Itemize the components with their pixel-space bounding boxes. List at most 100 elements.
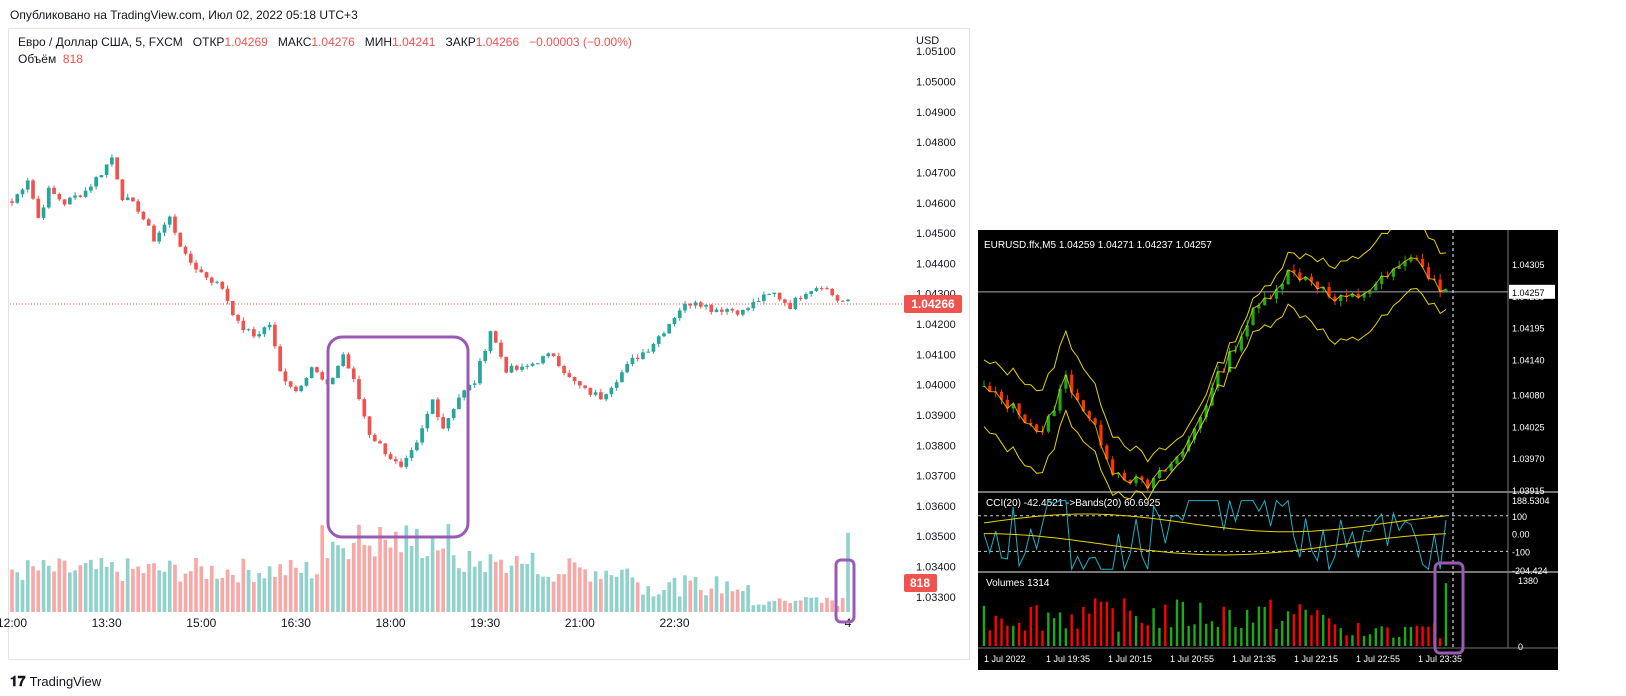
mt-candle-body[interactable] xyxy=(1397,266,1401,269)
mt-candle-body[interactable] xyxy=(1421,258,1425,268)
mt-candle-body[interactable] xyxy=(1333,296,1337,302)
mt-candle-body[interactable] xyxy=(1192,428,1197,440)
close-label: ЗАКР xyxy=(445,35,476,49)
mt-candle-body[interactable] xyxy=(1017,403,1021,415)
mt-candle-body[interactable] xyxy=(1344,295,1349,297)
mt-candle-body[interactable] xyxy=(1075,392,1080,401)
mt-candle-body[interactable] xyxy=(1134,476,1138,484)
mt-title: EURUSD.ffx,M5 1.04259 1.04271 1.04237 1.… xyxy=(984,240,1212,251)
mt-candle-body[interactable] xyxy=(1280,284,1284,290)
mt-candle-body[interactable] xyxy=(1426,267,1431,279)
mt-candle-body[interactable] xyxy=(1187,439,1191,452)
mt-candle-body[interactable] xyxy=(1081,400,1086,412)
mt-candle-body[interactable] xyxy=(1368,290,1372,294)
mt-candle-body[interactable] xyxy=(1292,269,1296,273)
mt-volume-tick-label: 0 xyxy=(1518,642,1523,652)
mt-cci-band-lower xyxy=(984,533,1447,556)
mt-candle-body[interactable] xyxy=(1140,476,1144,480)
mt-candle-body[interactable] xyxy=(1099,424,1103,446)
mt-candle-body[interactable] xyxy=(1181,451,1185,457)
mt-price-badge xyxy=(1509,284,1555,299)
mt-candle-body[interactable] xyxy=(1087,411,1091,419)
mt-candle-body[interactable] xyxy=(1356,293,1360,298)
mt-price-tick-label: 1.04080 xyxy=(1512,390,1545,400)
mt-candle-body[interactable] xyxy=(1157,470,1162,479)
mt-candle-body[interactable] xyxy=(1216,371,1220,388)
symbol-name[interactable]: Евро / Доллар США, 5, FXCM xyxy=(18,35,183,49)
mt-candle-body[interactable] xyxy=(1058,388,1062,411)
mt-time-tick-label: 1 Jul 22:15 xyxy=(1294,654,1338,664)
mt-candle-body[interactable] xyxy=(1035,424,1039,432)
mt-highlight-box-last-volume xyxy=(1433,561,1465,655)
mt-candle-body[interactable] xyxy=(1438,279,1442,292)
mt-time-tick-label: 1 Jul 2022 xyxy=(984,654,1026,664)
mt-candle-body[interactable] xyxy=(1210,387,1214,406)
high-label: МАКС xyxy=(277,35,312,49)
mt-candle-body[interactable] xyxy=(1444,289,1448,292)
mt-candle-body[interactable] xyxy=(1409,257,1413,262)
mt-time-tick-label: 1 Jul 23:35 xyxy=(1418,654,1462,664)
mt-candle-body[interactable] xyxy=(1286,269,1290,285)
mt-candle-body[interactable] xyxy=(1233,350,1238,352)
mt-candle-body[interactable] xyxy=(1122,472,1126,481)
mt-price-tick-label: 1.04305 xyxy=(1512,260,1545,270)
mt-candle-body[interactable] xyxy=(1116,472,1121,475)
mt-candle-body[interactable] xyxy=(1257,305,1261,309)
volume-label[interactable]: Объём xyxy=(18,52,57,66)
mt-candle-body[interactable] xyxy=(1374,284,1378,291)
mt-cci-tick-label: 100 xyxy=(1512,512,1527,522)
mt-candle-body[interactable] xyxy=(1175,456,1179,464)
metatrader-chart[interactable]: EURUSD.ffx,M5 1.04259 1.04271 1.04237 1.… xyxy=(978,230,1558,670)
mt-candle-body[interactable] xyxy=(1263,297,1267,306)
mt-cci-tick-label: -204.424 xyxy=(1512,566,1548,576)
mt-candle-body[interactable] xyxy=(999,391,1004,400)
mt-cci-tick-label: 188.5304 xyxy=(1512,496,1550,506)
mt-candle-body[interactable] xyxy=(1327,286,1331,297)
mt-candle-body[interactable] xyxy=(1198,417,1202,429)
mt-candle-body[interactable] xyxy=(1052,410,1056,417)
mt-cci-band-upper xyxy=(983,513,1447,533)
mt-candle-body[interactable] xyxy=(1350,293,1355,297)
mt-candle-body[interactable] xyxy=(1151,478,1156,489)
mt-time-tick-label: 1 Jul 21:35 xyxy=(1232,654,1276,664)
mt-candle-body[interactable] xyxy=(1380,276,1384,285)
mt-candle-body[interactable] xyxy=(1309,276,1314,282)
mt-candle-body[interactable] xyxy=(1169,463,1173,471)
mt-candle-body[interactable] xyxy=(1245,325,1249,337)
close-value: 1.04266 xyxy=(475,35,520,49)
mt-price-badge-text: 1.04257 xyxy=(1512,288,1545,298)
mt-candle-body[interactable] xyxy=(1105,445,1109,460)
mt-candle-body[interactable] xyxy=(1204,405,1208,418)
mt-candle-body[interactable] xyxy=(1146,479,1150,489)
mt-candle-body[interactable] xyxy=(1046,416,1050,432)
mt-time-tick-label: 1 Jul 20:55 xyxy=(1170,654,1214,664)
mt-candle-body[interactable] xyxy=(1304,276,1308,281)
mt-candle-body[interactable] xyxy=(1415,257,1419,259)
mt-candle-body[interactable] xyxy=(1064,374,1068,389)
mt-candle-body[interactable] xyxy=(1029,422,1033,425)
mt-candle-body[interactable] xyxy=(1093,418,1097,425)
mt-candle-body[interactable] xyxy=(1070,374,1074,393)
mt-candle-body[interactable] xyxy=(1023,414,1027,423)
volume-value: 818 xyxy=(62,52,83,66)
mt-candle-body[interactable] xyxy=(1274,289,1279,299)
mt-candle-body[interactable] xyxy=(1391,268,1395,277)
mt-candle-body[interactable] xyxy=(1228,351,1232,373)
mt-candle-body[interactable] xyxy=(1239,336,1243,351)
mt-candle-body[interactable] xyxy=(1362,293,1366,298)
mt-candle-body[interactable] xyxy=(1005,399,1009,409)
mt-candle-body[interactable] xyxy=(1298,272,1302,281)
mt-candle-body[interactable] xyxy=(1403,261,1407,267)
mt-candle-body[interactable] xyxy=(1011,403,1015,409)
mt-cci-tick-label: -100 xyxy=(1512,547,1530,557)
mt-candle-body[interactable] xyxy=(1315,281,1319,289)
published-caption: Опубликовано на TradingView.com, Июл 02,… xyxy=(10,8,358,22)
mt-candle-body[interactable] xyxy=(1128,480,1132,484)
high-value: 1.04276 xyxy=(311,35,355,49)
tradingview-logo[interactable]: 𝟏𝟕 TradingView xyxy=(10,673,101,690)
mt-candle-body[interactable] xyxy=(1111,459,1115,475)
mt-candle-body[interactable] xyxy=(1339,295,1343,302)
tradingview-logo-text: TradingView xyxy=(29,674,102,689)
mt-candle-body[interactable] xyxy=(988,385,992,392)
mt-candle-body[interactable] xyxy=(1251,308,1255,326)
